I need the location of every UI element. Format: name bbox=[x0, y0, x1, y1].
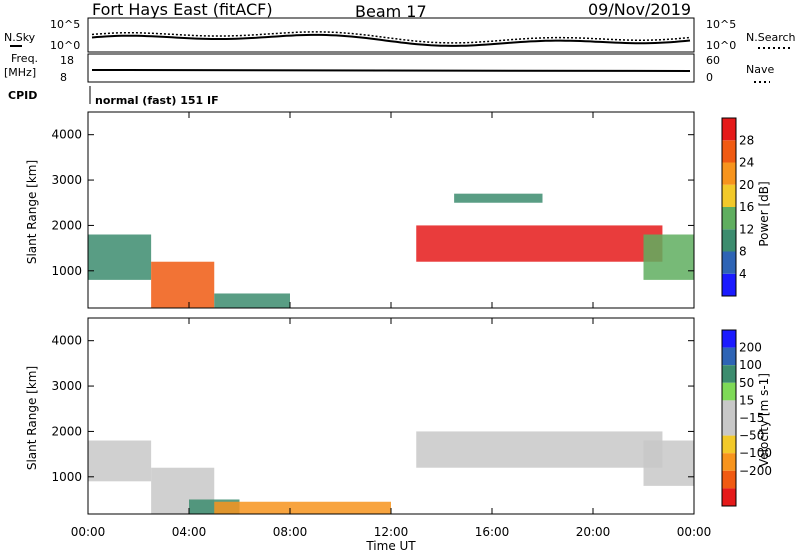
heatmap-region bbox=[214, 293, 290, 308]
x-tick-label: 08:00 bbox=[273, 525, 308, 539]
y-tick-label: 3000 bbox=[51, 379, 82, 393]
x-tick-label: 00:00 bbox=[71, 525, 106, 539]
noise-left-tick-bottom: 10^0 bbox=[50, 39, 80, 52]
noise-panel-frame bbox=[87, 17, 695, 53]
cpid-label: CPID bbox=[8, 89, 37, 102]
colorbar-tick-label: −200 bbox=[739, 464, 772, 478]
velocity-heatmap-cells bbox=[88, 431, 694, 514]
velocity-y-ticks: 1000 2000 3000 4000 bbox=[51, 334, 694, 484]
noise-sky-label: N.Sky bbox=[4, 31, 36, 44]
freq-left-tick-top: 18 bbox=[60, 54, 74, 67]
colorbar-tick-label: 15 bbox=[739, 393, 754, 407]
colorbar-swatch bbox=[722, 347, 736, 366]
power-colorbar-label: Power [dB] bbox=[757, 181, 771, 246]
colorbar-swatch bbox=[722, 118, 736, 141]
heatmap-region bbox=[416, 225, 663, 262]
colorbar-swatch bbox=[722, 273, 736, 296]
velocity-colorbar: 200 100 50 15 −15 −50 −100 −200 bbox=[721, 329, 772, 507]
power-ylabel: Slant Range [km] bbox=[25, 160, 39, 264]
colorbar-tick-label: 200 bbox=[739, 341, 762, 355]
x-tick-label: 04:00 bbox=[172, 525, 207, 539]
freq-series-line bbox=[91, 69, 691, 72]
colorbar-frame bbox=[721, 329, 737, 507]
colorbar-tick-label: 100 bbox=[739, 358, 762, 372]
colorbar-tick-label: 4 bbox=[739, 267, 747, 281]
colorbar-swatch bbox=[722, 453, 736, 471]
colorbar-tick-label: −15 bbox=[739, 411, 764, 425]
freq-right-tick-top: 60 bbox=[706, 54, 720, 67]
freq-unit-label: [MHz] bbox=[4, 66, 36, 79]
noise-series bbox=[91, 31, 691, 47]
cpid-text: normal (fast) 151 IF bbox=[95, 94, 219, 107]
date-label: 09/Nov/2019 bbox=[588, 0, 691, 19]
y-tick-label: 1000 bbox=[51, 470, 82, 484]
time-x-ticks: 00:00 04:00 08:00 12:00 16:00 20:00 00:00 bbox=[71, 112, 712, 539]
colorbar-swatch bbox=[722, 400, 736, 418]
velocity-colorbar-label: Velocity [m s-1] bbox=[757, 373, 771, 467]
colorbar-swatch bbox=[722, 162, 736, 185]
noise-right-tick-bottom: 10^0 bbox=[706, 39, 736, 52]
colorbar-swatch bbox=[722, 140, 736, 163]
colorbar-tick-label: 8 bbox=[739, 245, 747, 259]
colorbar-swatch bbox=[722, 488, 736, 506]
colorbar-swatch bbox=[722, 435, 736, 454]
colorbar-swatch bbox=[722, 229, 736, 252]
time-xlabel: Time UT bbox=[365, 539, 416, 553]
heatmap-region bbox=[88, 440, 152, 482]
y-tick-label: 4000 bbox=[51, 334, 82, 348]
freq-panel-frame bbox=[87, 53, 695, 83]
colorbar-swatch bbox=[722, 207, 736, 230]
freq-left-tick-bottom: 8 bbox=[60, 71, 67, 84]
colorbar-swatch bbox=[722, 251, 736, 274]
colorbar-swatch bbox=[722, 330, 736, 348]
y-tick-label: 4000 bbox=[51, 128, 82, 142]
heatmap-region bbox=[643, 234, 694, 280]
colorbar-swatch bbox=[722, 470, 736, 489]
colorbar-tick-label: 28 bbox=[739, 133, 754, 147]
colorbar-tick-label: 50 bbox=[739, 376, 754, 390]
noise-right-tick-top: 10^5 bbox=[706, 18, 736, 31]
x-tick-label: 20:00 bbox=[576, 525, 611, 539]
colorbar-frame bbox=[721, 117, 737, 297]
colorbar-tick-label: −100 bbox=[739, 446, 772, 460]
heatmap-region bbox=[454, 193, 543, 203]
colorbar-tick-label: 12 bbox=[739, 222, 754, 236]
radar-title: Fort Hays East (fitACF) bbox=[92, 0, 273, 19]
heatmap-region bbox=[88, 234, 152, 280]
colorbar-swatch bbox=[722, 184, 736, 207]
velocity-ylabel: Slant Range [km] bbox=[25, 366, 39, 470]
noise-sky-line bbox=[91, 33, 691, 47]
heatmap-region bbox=[643, 440, 694, 486]
y-tick-label: 2000 bbox=[51, 218, 82, 232]
power-y-ticks: 1000 2000 3000 4000 bbox=[51, 128, 694, 278]
x-tick-label: 16:00 bbox=[475, 525, 510, 539]
x-tick-label: 00:00 bbox=[677, 525, 712, 539]
heatmap-region bbox=[214, 501, 391, 514]
colorbar-swatch bbox=[722, 365, 736, 383]
y-tick-label: 2000 bbox=[51, 424, 82, 438]
colorbar-tick-label: 20 bbox=[739, 178, 754, 192]
freq-label: Freq. bbox=[11, 52, 38, 65]
colorbar-swatch bbox=[722, 418, 736, 436]
nave-label: Nave bbox=[746, 63, 774, 76]
noise-left-tick-top: 10^5 bbox=[50, 18, 80, 31]
power-heatmap-cells bbox=[88, 193, 694, 308]
heatmap-region bbox=[151, 261, 215, 308]
colorbar-tick-label: 16 bbox=[739, 200, 754, 214]
freq-right-tick-bottom: 0 bbox=[706, 71, 713, 84]
colorbar-tick-label: −50 bbox=[739, 429, 764, 443]
power-colorbar: 4 8 12 16 20 24 28 bbox=[721, 117, 754, 297]
y-tick-label: 3000 bbox=[51, 173, 82, 187]
beam-label: Beam 17 bbox=[355, 2, 427, 21]
y-tick-label: 1000 bbox=[51, 264, 82, 278]
noise-search-label: N.Search bbox=[746, 31, 796, 44]
colorbar-swatch bbox=[722, 382, 736, 401]
x-tick-label: 12:00 bbox=[374, 525, 409, 539]
colorbar-tick-label: 24 bbox=[739, 156, 754, 170]
heatmap-region bbox=[416, 431, 663, 468]
